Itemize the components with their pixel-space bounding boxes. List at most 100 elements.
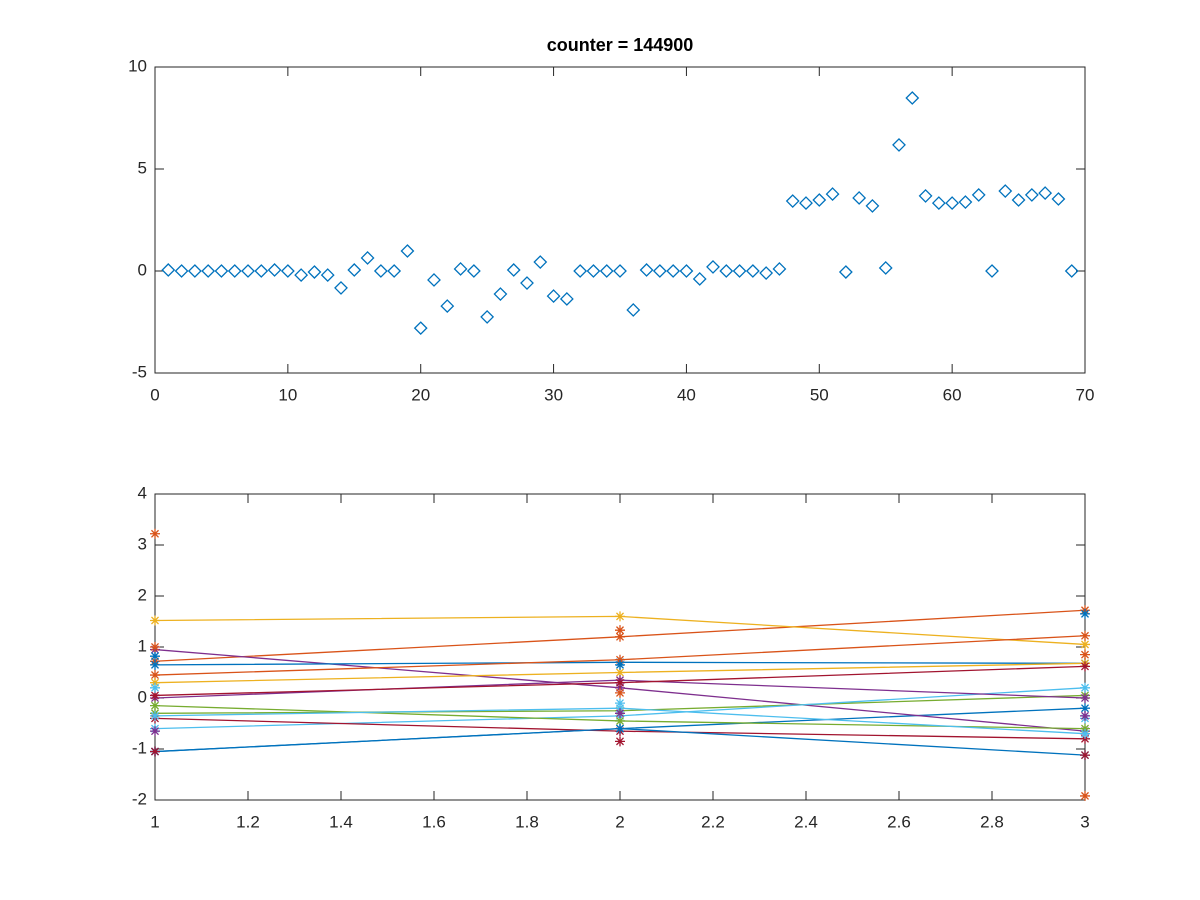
axes-box bbox=[154, 66, 1086, 374]
diamond-marker bbox=[679, 264, 694, 278]
x-tick-label: 2.2 bbox=[701, 812, 725, 831]
star-marker bbox=[615, 736, 625, 747]
diamond-marker bbox=[466, 264, 481, 278]
diamond-marker bbox=[905, 91, 920, 105]
diamond-marker bbox=[440, 299, 455, 314]
star-marker bbox=[615, 682, 625, 693]
y-tick-label: -5 bbox=[132, 362, 147, 381]
star-marker bbox=[1080, 608, 1090, 619]
diamond-marker bbox=[1024, 187, 1039, 202]
x-tick-label: 1.2 bbox=[236, 812, 260, 831]
diamond-marker bbox=[387, 264, 402, 278]
y-tick-label: 10 bbox=[128, 56, 147, 75]
diamond-marker bbox=[174, 264, 189, 278]
diamond-marker bbox=[1011, 193, 1026, 207]
y-tick-label: 0 bbox=[138, 687, 147, 706]
diamond-marker bbox=[639, 263, 654, 277]
star-marker bbox=[150, 651, 160, 662]
diamond-marker bbox=[706, 260, 720, 274]
diamond-marker bbox=[307, 265, 322, 279]
star-marker bbox=[150, 642, 160, 652]
star-marker bbox=[150, 659, 160, 670]
chart-title: counter = 144900 bbox=[547, 35, 694, 55]
star-marker bbox=[1080, 630, 1090, 641]
diamond-marker bbox=[1064, 264, 1079, 278]
diamond-marker bbox=[400, 244, 415, 258]
star-marker bbox=[615, 611, 625, 622]
diamond-marker bbox=[878, 261, 893, 275]
diamond-marker bbox=[360, 251, 375, 265]
star-marker bbox=[150, 746, 160, 757]
star-marker bbox=[615, 659, 625, 670]
diamond-marker bbox=[254, 264, 269, 278]
diamond-marker bbox=[812, 193, 827, 207]
diamond-marker bbox=[865, 199, 880, 213]
diamond-marker bbox=[1038, 186, 1053, 200]
star-marker bbox=[1080, 639, 1090, 650]
star-marker bbox=[615, 708, 625, 719]
x-tick-label: 20 bbox=[411, 385, 430, 404]
y-tick-label: -1 bbox=[132, 738, 147, 757]
star-marker bbox=[615, 677, 625, 688]
x-tick-label: 10 bbox=[278, 385, 297, 404]
diamond-marker bbox=[201, 264, 216, 278]
diamond-marker bbox=[1051, 192, 1066, 206]
diamond-marker bbox=[945, 196, 960, 210]
star-marker bbox=[150, 670, 160, 681]
star-marker bbox=[615, 715, 625, 726]
diamond-marker bbox=[294, 268, 309, 282]
star-marker bbox=[150, 690, 160, 701]
diamond-marker bbox=[825, 187, 840, 202]
diamond-marker bbox=[838, 265, 853, 279]
y-tick-label: 4 bbox=[138, 483, 147, 502]
y-tick-label: -2 bbox=[132, 789, 147, 808]
star-marker bbox=[150, 615, 160, 626]
star-marker bbox=[1080, 703, 1090, 714]
star-marker bbox=[1080, 723, 1090, 734]
diamond-marker bbox=[347, 263, 362, 277]
diamond-marker bbox=[546, 289, 561, 304]
y-tick-label: 2 bbox=[138, 585, 147, 604]
diamond-marker bbox=[759, 266, 774, 280]
diamond-marker bbox=[493, 287, 508, 301]
diamond-marker bbox=[971, 187, 986, 202]
diamond-marker bbox=[280, 264, 295, 278]
diamond-marker bbox=[613, 264, 627, 278]
star-marker bbox=[1080, 733, 1090, 744]
star-marker bbox=[1080, 682, 1090, 693]
x-tick-label: 1 bbox=[150, 812, 159, 831]
star-marker bbox=[150, 682, 160, 693]
diamond-marker bbox=[772, 262, 787, 276]
x-tick-label: 40 bbox=[677, 385, 696, 404]
x-tick-label: 60 bbox=[943, 385, 962, 404]
diamond-marker bbox=[985, 264, 999, 278]
diamond-marker bbox=[852, 191, 867, 205]
star-marker bbox=[150, 677, 160, 688]
diamond-marker bbox=[187, 264, 202, 278]
star-marker bbox=[615, 698, 625, 709]
x-tick-label: 0 bbox=[150, 385, 159, 404]
x-tick-label: 1.8 bbox=[515, 812, 539, 831]
star-marker bbox=[615, 625, 625, 636]
star-marker bbox=[150, 700, 160, 711]
diamond-marker bbox=[732, 264, 747, 278]
diamond-marker bbox=[626, 303, 641, 317]
diamond-marker bbox=[506, 263, 521, 277]
diamond-marker bbox=[214, 264, 229, 278]
diamond-marker bbox=[227, 264, 242, 278]
diamond-marker bbox=[719, 264, 734, 278]
diamond-marker bbox=[413, 321, 428, 336]
diamond-marker bbox=[799, 196, 813, 210]
diamond-marker bbox=[373, 264, 388, 278]
diamond-marker bbox=[599, 264, 614, 278]
diamond-marker bbox=[453, 262, 468, 276]
diamond-marker bbox=[892, 138, 906, 152]
star-marker bbox=[1080, 649, 1090, 660]
diamond-marker bbox=[931, 196, 946, 210]
y-tick-label: 1 bbox=[138, 636, 147, 655]
diamond-marker bbox=[480, 309, 495, 324]
x-tick-label: 50 bbox=[810, 385, 829, 404]
diamond-marker bbox=[958, 195, 973, 209]
